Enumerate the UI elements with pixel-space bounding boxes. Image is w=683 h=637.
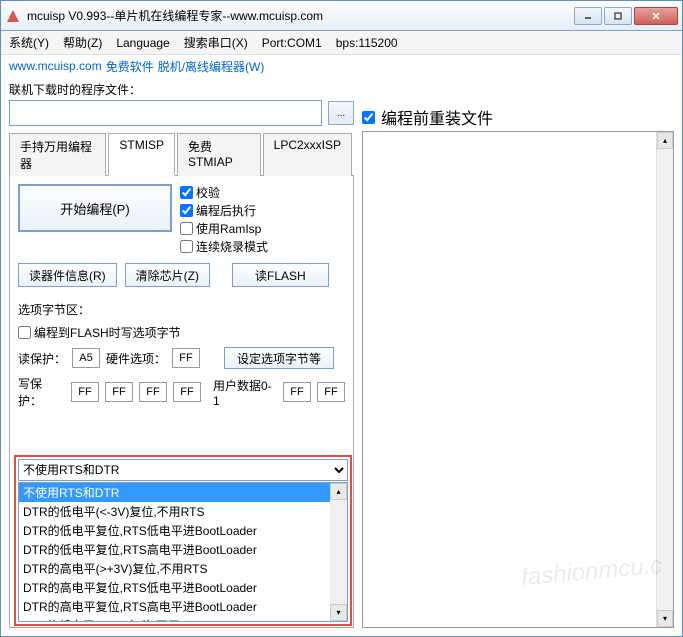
tab-stmiap[interactable]: 免费STMIAP [177, 133, 261, 176]
app-window: mcuisp V0.993--单片机在线编程专家--www.mcuisp.com… [0, 0, 683, 637]
tab-handheld[interactable]: 手持万用编程器 [9, 133, 106, 176]
menu-search-port[interactable]: 搜索串口(X) [184, 34, 248, 51]
dropdown-option[interactable]: DTR的低电平复位,RTS高电平进BootLoader [19, 540, 347, 559]
dropdown-option[interactable]: 不使用RTS和DTR [19, 483, 347, 502]
lbl-hw-opt: 硬件选项： [106, 350, 166, 367]
dropdown-option[interactable]: DTR的高电平复位,RTS低电平进BootLoader [19, 578, 347, 597]
highlight-box: 不使用RTS和DTR 不使用RTS和DTRDTR的低电平(<-3V)复位,不用R… [14, 455, 352, 626]
rts-dtr-select[interactable]: 不使用RTS和DTR [18, 459, 348, 481]
scroll-down-icon[interactable]: ▾ [657, 610, 673, 627]
menu-port[interactable]: Port:COM1 [262, 36, 322, 50]
chk-write-opt[interactable] [18, 326, 31, 339]
submenu: www.mcuisp.com 免费软件 脱机/离线编程器(W) [1, 55, 682, 77]
chk-reload[interactable] [362, 111, 375, 124]
dropdown-option[interactable]: DTR的高电平复位,RTS高电平进BootLoader [19, 597, 347, 616]
maximize-button[interactable] [604, 7, 632, 25]
list-scroll-down-icon[interactable]: ▾ [330, 604, 347, 621]
start-program-button[interactable]: 开始编程(P) [18, 184, 172, 232]
file-input[interactable] [9, 100, 322, 126]
input-wp1[interactable] [105, 382, 133, 402]
body-area: 联机下载时的程序文件： ... 手持万用编程器 STMISP 免费STMIAP … [1, 77, 682, 636]
menu-language[interactable]: Language [116, 36, 169, 50]
input-wp0[interactable] [71, 382, 99, 402]
browse-button[interactable]: ... [328, 101, 354, 125]
lbl-verify: 校验 [196, 184, 220, 201]
minimize-button[interactable] [574, 7, 602, 25]
input-ud1[interactable] [317, 382, 345, 402]
list-scroll-up-icon[interactable]: ▴ [330, 483, 347, 500]
dropdown-area: 不使用RTS和DTR 不使用RTS和DTRDTR的低电平(<-3V)复位,不用R… [14, 455, 352, 626]
lbl-write-protect: 写保护： [18, 375, 65, 409]
clear-chip-button[interactable]: 清除芯片(Z) [125, 263, 210, 287]
submenu-free: 免费软件 [106, 58, 154, 75]
menu-help[interactable]: 帮助(Z) [63, 34, 102, 51]
menu-bps[interactable]: bps:115200 [336, 36, 398, 50]
log-area: ▴ ▾ [362, 131, 674, 628]
app-icon [5, 8, 21, 24]
lbl-user-data: 用户数据0-1 [213, 377, 277, 408]
lbl-write-opt: 编程到FLASH时写选项字节 [34, 324, 181, 341]
lbl-read-protect: 读保护： [18, 350, 66, 367]
option-section: 选项字节区： 编程到FLASH时写选项字节 读保护： 硬件选项： 设定选项字节等… [18, 295, 345, 415]
read-flash-button[interactable]: 读FLASH [232, 263, 329, 287]
option-title: 选项字节区： [18, 301, 345, 318]
link-url[interactable]: www.mcuisp.com [9, 59, 102, 73]
set-opt-button[interactable]: 设定选项字节等 [224, 347, 334, 369]
window-title: mcuisp V0.993--单片机在线编程专家--www.mcuisp.com [27, 7, 574, 24]
dev-info-button[interactable]: 读器件信息(R) [18, 263, 117, 287]
chk-continuous[interactable] [180, 240, 193, 253]
file-label: 联机下载时的程序文件： [9, 81, 354, 98]
input-wp3[interactable] [173, 382, 201, 402]
lbl-continuous: 连续烧录模式 [196, 238, 268, 255]
right-panel: 编程前重装文件 ▴ ▾ [362, 77, 682, 636]
input-ud0[interactable] [283, 382, 311, 402]
log-scrollbar[interactable]: ▴ ▾ [656, 132, 673, 627]
options-list: 不使用RTS和DTRDTR的低电平(<-3V)复位,不用RTSDTR的低电平复位… [18, 482, 348, 622]
scroll-up-icon[interactable]: ▴ [657, 132, 673, 149]
link-offline[interactable]: 脱机/离线编程器(W) [158, 58, 265, 75]
chk-verify[interactable] [180, 186, 193, 199]
chk-run-after[interactable] [180, 204, 193, 217]
lbl-reload: 编程前重装文件 [381, 105, 493, 129]
lbl-run-after: 编程后执行 [196, 202, 256, 219]
chk-ramisp[interactable] [180, 222, 193, 235]
dropdown-option[interactable]: DTR的低电平(<-3V)复位,不用RTS [19, 502, 347, 521]
lbl-ramisp: 使用RamIsp [196, 220, 261, 237]
file-section: 联机下载时的程序文件： ... [9, 81, 354, 126]
dropdown-option[interactable]: DTR的高电平(>+3V)复位,不用RTS [19, 559, 347, 578]
menubar: 系统(Y) 帮助(Z) Language 搜索串口(X) Port:COM1 b… [1, 31, 682, 55]
tabstrip: 手持万用编程器 STMISP 免费STMIAP LPC2xxxISP [9, 132, 354, 176]
list-scrollbar[interactable]: ▴ ▾ [330, 483, 347, 621]
close-button[interactable] [634, 7, 678, 25]
menu-system[interactable]: 系统(Y) [9, 34, 49, 51]
input-read-protect[interactable] [72, 348, 100, 368]
input-wp2[interactable] [139, 382, 167, 402]
window-controls [574, 7, 678, 25]
tab-stmisp[interactable]: STMISP [108, 133, 175, 176]
tab-lpc[interactable]: LPC2xxxISP [263, 133, 352, 176]
dropdown-option[interactable]: DTR的低电平复位,RTS低电平进BootLoader [19, 521, 347, 540]
input-hw-opt[interactable] [172, 348, 200, 368]
titlebar: mcuisp V0.993--单片机在线编程专家--www.mcuisp.com [1, 1, 682, 31]
dropdown-option[interactable]: RTS的低电平(<-3V)复位,不用DTR [19, 616, 347, 622]
